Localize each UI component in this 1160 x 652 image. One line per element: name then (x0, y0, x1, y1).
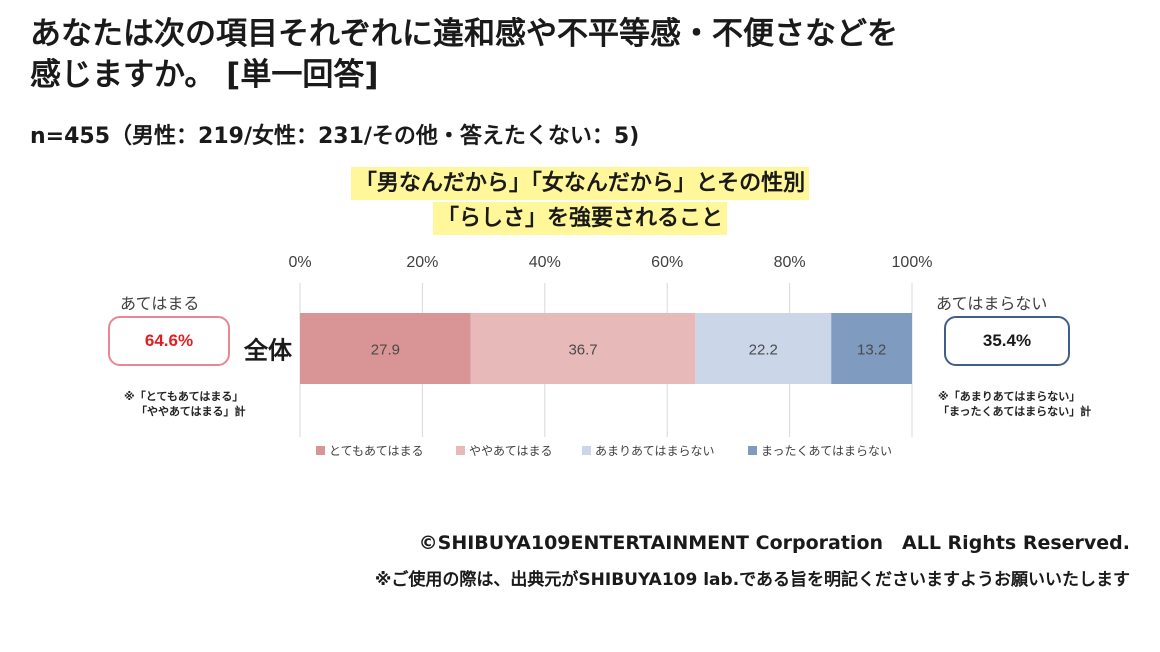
x-tick-label: 60% (651, 254, 683, 271)
x-tick-label: 20% (406, 254, 438, 271)
legend-swatch (316, 446, 325, 455)
disagree-label: あてはまらない (936, 294, 1048, 313)
legend-item: あまりあてはまらない (582, 444, 715, 458)
bar-segment (695, 313, 832, 384)
bar-segment (470, 313, 696, 384)
chart-title: 「男なんだから」「女なんだから」とその性別 「らしさ」を強要されること (0, 166, 1160, 236)
agree-label: あてはまる (120, 294, 200, 313)
agree-note-line-2: 「ややあてはまる」計 (136, 405, 246, 418)
bar-segment (831, 313, 912, 384)
chart-title-line-1: 「男なんだから」「女なんだから」とその性別 (350, 167, 810, 200)
agree-note: ※「とてもあてはまる」 「ややあてはまる」計 (124, 389, 246, 419)
copyright: ©SHIBUYA109ENTERTAINMENT Corporation ALL… (418, 532, 1130, 554)
data-label: 13.2 (857, 342, 886, 359)
disagree-note: ※「あまりあてはまらない」 「まったくあてはまらない」計 (938, 389, 1091, 419)
bar-segment (300, 313, 471, 384)
data-label: 22.2 (749, 342, 778, 359)
chart-title-line-2: 「らしさ」を強要されること (432, 202, 727, 235)
x-tick-label: 0% (288, 254, 311, 271)
usage-note: ※ご使用の際は、出典元がSHIBUYA109 lab.である旨を明記くださいます… (374, 570, 1130, 590)
page-title: あなたは次の項目それぞれに違和感や不平等感・不便さなどを 感じますか。 [単一回… (30, 14, 1130, 96)
category-label: 全体 (243, 337, 293, 365)
legend-swatch (748, 446, 757, 455)
legend-swatch (582, 446, 591, 455)
legend-item: ややあてはまる (456, 444, 553, 458)
legend-item: まったくあてはまらない (748, 444, 892, 458)
data-label: 36.7 (568, 342, 597, 359)
data-label: 27.9 (371, 342, 400, 359)
x-tick-label: 80% (774, 254, 806, 271)
legend-label: とてもあてはまる (329, 444, 424, 458)
x-tick-label: 100% (892, 254, 933, 271)
title-line-2: 感じますか。 [単一回答] (30, 57, 379, 93)
agree-note-line-1: ※「とてもあてはまる」 (124, 390, 244, 403)
sample-size: n=455（男性：219/女性：231/その他・答えたくない：5) (30, 124, 640, 149)
disagree-note-line-2: 「まったくあてはまらない」計 (938, 405, 1092, 418)
disagree-total-bubble: 35.4% (944, 316, 1070, 366)
legend-item: とてもあてはまる (316, 444, 424, 458)
title-line-1: あなたは次の項目それぞれに違和感や不平等感・不便さなどを (30, 16, 898, 52)
legend-label: ややあてはまる (469, 444, 553, 458)
x-tick-label: 40% (529, 254, 561, 271)
legend-swatch (456, 446, 465, 455)
legend-label: まったくあてはまらない (761, 444, 892, 458)
agree-total-bubble: 64.6% (108, 316, 230, 366)
disagree-note-line-1: ※「あまりあてはまらない」 (938, 390, 1081, 403)
legend-label: あまりあてはまらない (595, 444, 715, 458)
